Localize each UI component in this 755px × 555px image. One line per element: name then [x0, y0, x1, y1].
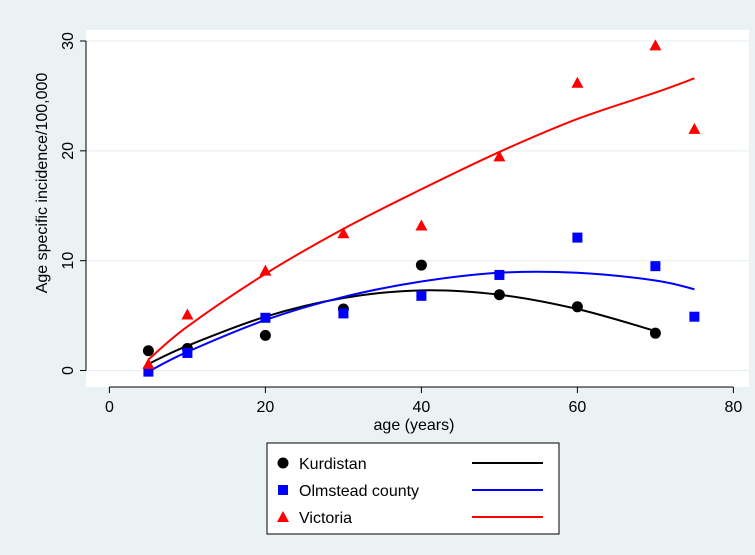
fit-line-olmstead-county — [147, 270, 695, 373]
legend-label-olmstead-county: Olmstead county — [299, 483, 419, 500]
x-tick-label: 60 — [569, 399, 587, 416]
point-olmstead-county — [689, 311, 700, 322]
legend-marker-victoria — [277, 511, 289, 522]
y-tick-label: 30 — [60, 32, 77, 50]
x-tick-label: 40 — [413, 399, 431, 416]
point-olmstead-county — [260, 312, 271, 323]
x-tick-label: 80 — [725, 399, 743, 416]
point-victoria — [649, 39, 662, 51]
point-victoria — [493, 150, 506, 162]
point-victoria — [337, 227, 350, 239]
series-layer — [142, 39, 701, 377]
point-victoria — [142, 357, 155, 369]
axes: 0 10 20 30 0 20 40 60 80 — [60, 32, 742, 416]
point-victoria — [181, 308, 194, 320]
point-olmstead-county — [650, 261, 661, 272]
point-olmstead-county — [572, 232, 583, 243]
point-kurdistan — [259, 329, 271, 341]
point-victoria — [571, 76, 584, 88]
point-olmstead-county — [494, 269, 505, 280]
x-axis-title: age (years) — [374, 417, 455, 434]
legend-label-kurdistan: Kurdistan — [299, 456, 367, 473]
point-victoria — [415, 219, 428, 231]
legend: Kurdistan Olmstead county Victoria — [266, 442, 560, 535]
point-olmstead-county — [338, 308, 349, 319]
legend-marker-kurdistan — [277, 457, 289, 469]
point-kurdistan — [142, 345, 154, 357]
point-kurdistan — [649, 327, 661, 339]
point-olmstead-county — [143, 366, 154, 377]
point-victoria — [259, 264, 272, 276]
point-victoria — [688, 122, 701, 134]
x-tick-label: 0 — [105, 399, 114, 416]
legend-marker-olmstead-county — [278, 485, 288, 495]
y-tick-label: 0 — [60, 366, 77, 375]
fit-line-victoria — [147, 77, 695, 361]
point-olmstead-county — [182, 347, 193, 358]
y-tick-label: 10 — [60, 252, 77, 270]
point-kurdistan — [493, 289, 505, 301]
x-tick-label: 20 — [257, 399, 275, 416]
point-kurdistan — [415, 259, 427, 271]
y-tick-label: 20 — [60, 142, 77, 160]
grid-lines — [86, 40, 749, 372]
legend-label-victoria: Victoria — [299, 510, 352, 527]
legend-box — [266, 442, 560, 535]
point-kurdistan — [571, 301, 583, 313]
y-axis-title: Age specific incidence/100,000 — [34, 73, 51, 294]
point-olmstead-county — [416, 290, 427, 301]
plot-area — [86, 30, 749, 387]
